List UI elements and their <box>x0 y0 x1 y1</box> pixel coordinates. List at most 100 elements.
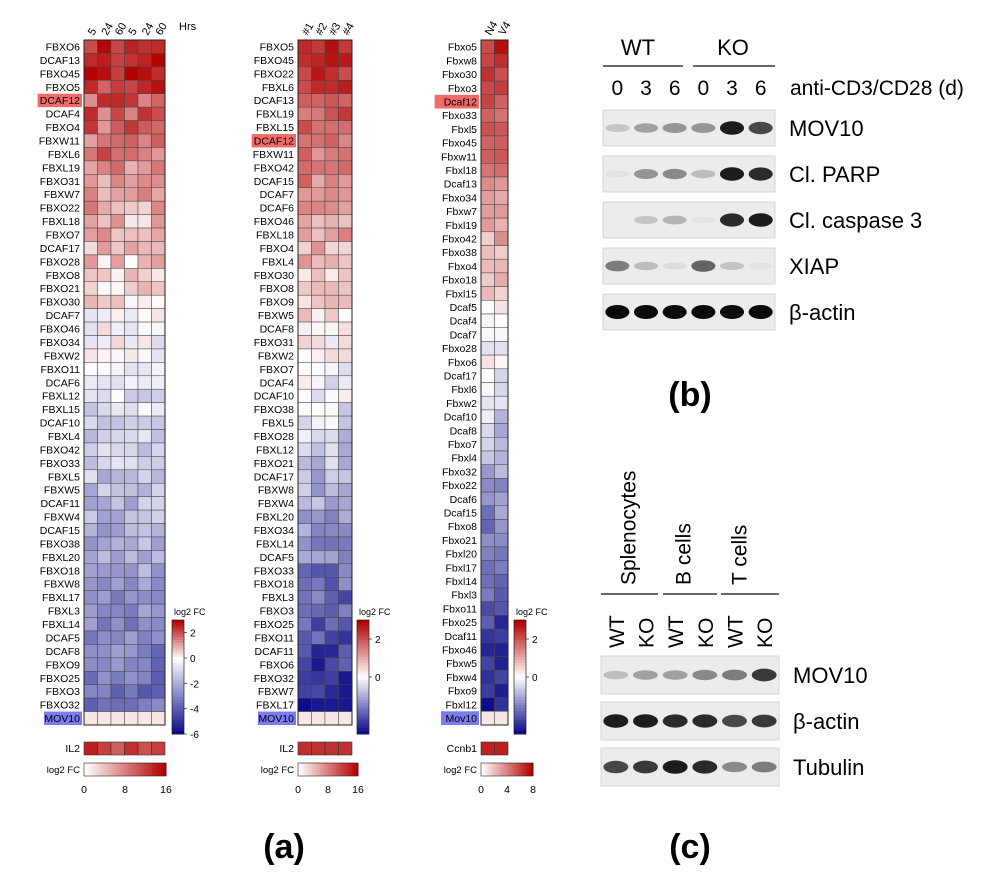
marker-scale-step <box>529 763 532 776</box>
heatmap-cell <box>83 388 98 403</box>
heatmap-cell <box>110 214 125 229</box>
heatmap-cell <box>137 563 152 578</box>
lane-label: KO <box>695 618 718 648</box>
col-label: 24 <box>140 21 157 38</box>
row-label: FBXO11 <box>255 632 295 644</box>
col-label: 5 <box>86 26 99 37</box>
heatmap-cell <box>494 505 509 520</box>
row-label: MOV10 <box>44 713 80 725</box>
marker-scale-step <box>515 763 518 776</box>
scale-step <box>514 682 526 687</box>
marker-scale-step <box>527 763 531 776</box>
row-label: FBXO6 <box>46 41 81 53</box>
marker-scale-tick: 16 <box>160 784 172 796</box>
heatmap-cell <box>297 321 312 336</box>
heatmap-cell <box>97 133 112 148</box>
marker-scale-step <box>517 763 520 776</box>
heatmap-cell <box>338 120 353 135</box>
row-label: Fbxl19 <box>445 220 477 232</box>
marker-scale-tick: 8 <box>122 784 128 796</box>
heatmap-cell <box>480 272 495 287</box>
marker-scale-tick: 16 <box>352 784 364 796</box>
heatmap-cell <box>83 469 98 484</box>
heatmap-cell <box>137 671 152 685</box>
scale-step <box>357 628 369 632</box>
heatmap-cell <box>297 603 312 618</box>
heatmap-cell <box>97 348 112 363</box>
marker-scale-step <box>130 763 134 776</box>
scale-step <box>357 648 369 652</box>
heatmap-cell <box>97 563 112 578</box>
heatmap-cell <box>151 53 166 68</box>
row-label: Fbxo9 <box>448 686 477 698</box>
heatmap-cell <box>324 388 339 403</box>
blot-c-0: MOV10 <box>600 655 868 695</box>
lane-label: KO <box>754 618 777 648</box>
heatmap-cell <box>97 482 112 497</box>
marker-gene-label: IL2 <box>279 743 294 755</box>
marker-scale-step <box>498 763 501 776</box>
marker-scale-step <box>122 763 126 776</box>
row-label: Fbxo6 <box>448 357 477 369</box>
scale-step <box>357 651 369 655</box>
heatmap-cell <box>494 39 509 54</box>
heatmap-cell <box>124 630 139 645</box>
heatmap-cell <box>110 402 125 417</box>
marker-scale-step <box>356 763 359 776</box>
heatmap-cell <box>110 106 125 121</box>
blot-b-0: MOV10 <box>602 109 864 147</box>
row-label: FBXO11 <box>41 364 81 376</box>
heatmap-cell <box>311 388 326 403</box>
row-label: FBXO46 <box>254 216 294 228</box>
heatmap-cell <box>83 684 98 699</box>
heatmap-cell <box>151 93 166 108</box>
heatmap-cell <box>480 409 495 424</box>
heatmap-cell <box>311 187 326 202</box>
heatmap-cell <box>110 697 125 712</box>
heatmap-cell <box>83 523 98 538</box>
row-label: FBXO21 <box>254 458 294 470</box>
row-label: Fbxo34 <box>442 192 477 204</box>
heatmap-cell <box>137 187 152 202</box>
heatmap-cell <box>124 66 139 81</box>
heatmap-cell <box>311 174 326 188</box>
heatmap-cell <box>480 204 495 219</box>
blot-label: Cl. PARP <box>789 162 880 187</box>
heatmap-cell <box>97 362 112 377</box>
heatmap-cell <box>151 120 166 135</box>
heatmap-cell <box>124 644 139 659</box>
heatmap-cell <box>110 496 125 511</box>
heatmap-cell <box>338 241 353 256</box>
heatmap-cell <box>311 120 326 135</box>
heatmap-cell <box>137 630 152 645</box>
row-label: Fbxw11 <box>441 151 477 163</box>
blot-band <box>662 123 687 133</box>
row-label: FBXL17 <box>42 592 80 604</box>
heatmap-cell <box>110 550 125 565</box>
scale-step <box>172 642 184 647</box>
heatmap-cell <box>151 200 166 215</box>
heatmap-cell <box>124 147 139 162</box>
heatmap-cell <box>338 509 353 524</box>
heatmap-cell <box>311 66 326 81</box>
heatmap-cell <box>151 147 166 162</box>
marker-scale-step <box>501 763 505 776</box>
heatmap-cell <box>324 281 339 296</box>
marker-scale-step <box>340 763 343 776</box>
scale-tick-label: 0 <box>532 673 538 684</box>
scale-step <box>514 639 526 644</box>
cell-group-label: Splenocytes <box>618 471 641 585</box>
heatmap-cell <box>324 348 339 363</box>
heatmap-cell <box>97 147 112 162</box>
row-label: FBXW2 <box>44 350 80 362</box>
heatmap-cell <box>151 684 166 699</box>
marker-cell <box>494 741 509 756</box>
heatmap-cell <box>338 308 353 323</box>
row-label: Dcaf4 <box>450 316 478 328</box>
heatmap-cell <box>124 617 139 632</box>
marker-scale-tick: 8 <box>325 784 331 796</box>
heatmap-cell <box>83 281 98 296</box>
marker-scale-step <box>346 763 349 776</box>
lane-label: WT <box>665 615 688 648</box>
row-label: Fbxo5 <box>448 42 477 54</box>
